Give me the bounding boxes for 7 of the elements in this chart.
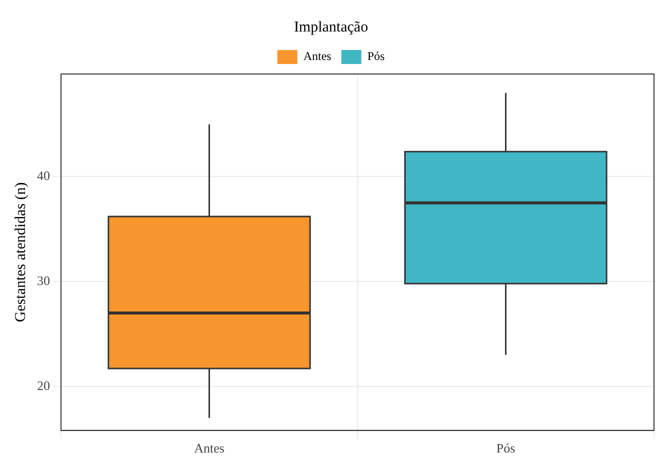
y-tick-label: 40 [37, 168, 50, 184]
y-axis-title: Gestantes atendidas (n) [12, 182, 29, 322]
y-tick-label: 20 [37, 378, 50, 393]
legend-title: Implantação [294, 19, 368, 36]
legend-label: Pós [367, 49, 385, 64]
y-tick-label: 30 [37, 272, 50, 288]
legend-label: Antes [303, 49, 332, 64]
